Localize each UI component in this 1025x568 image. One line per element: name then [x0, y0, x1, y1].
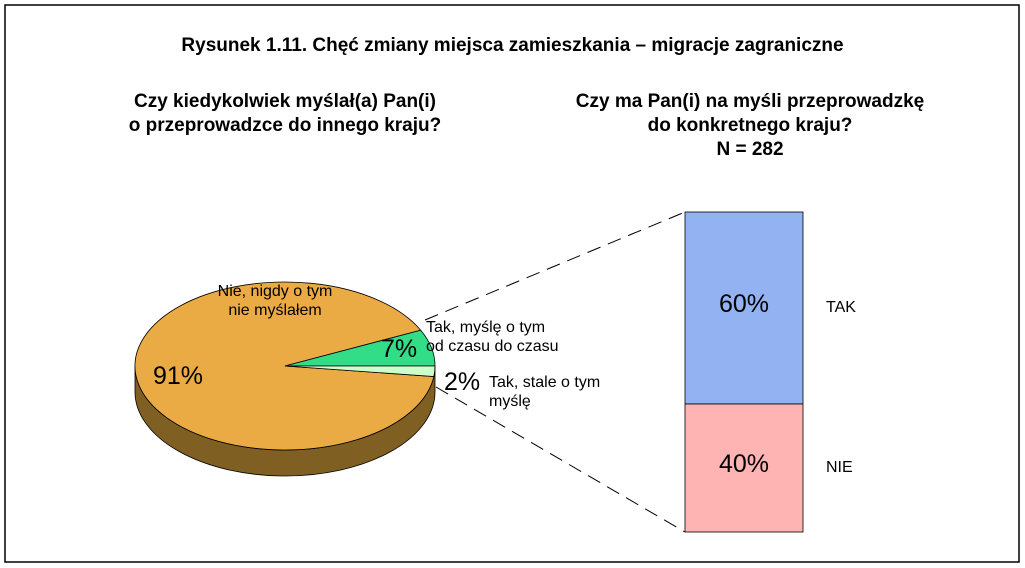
pie-slice — [284, 365, 436, 377]
value-label: 60% — [718, 290, 770, 318]
pie-slice — [134, 281, 435, 451]
connector — [435, 386, 686, 533]
slice-label: Nie, nigdy o tym nie myślałem — [217, 283, 333, 319]
value-label: 7% — [381, 335, 418, 363]
bar-segment — [684, 211, 804, 405]
value-label: 91% — [153, 362, 204, 390]
category-label: TAK — [826, 299, 856, 316]
value-label: 2% — [444, 368, 481, 396]
value-label: 40% — [718, 450, 770, 478]
slice-label: Tak, stale o tym myślę — [489, 374, 601, 410]
frame — [4, 4, 1020, 563]
slice-label: Tak, myślę o tym od czasu do czasu — [426, 319, 559, 355]
bar-title: Czy ma Pan(i) na myśli przeprowadzkę do … — [575, 91, 925, 136]
main-title: Rysunek 1.11. Chęć zmiany miejsca zamies… — [181, 35, 844, 56]
bar-subtitle: N = 282 — [716, 139, 784, 160]
pie-title: Czy kiedykolwiek myślał(a) Pan(i) o prze… — [128, 91, 442, 136]
category-label: NIE — [826, 459, 853, 476]
bar-segment — [684, 403, 804, 533]
connector — [424, 211, 686, 321]
